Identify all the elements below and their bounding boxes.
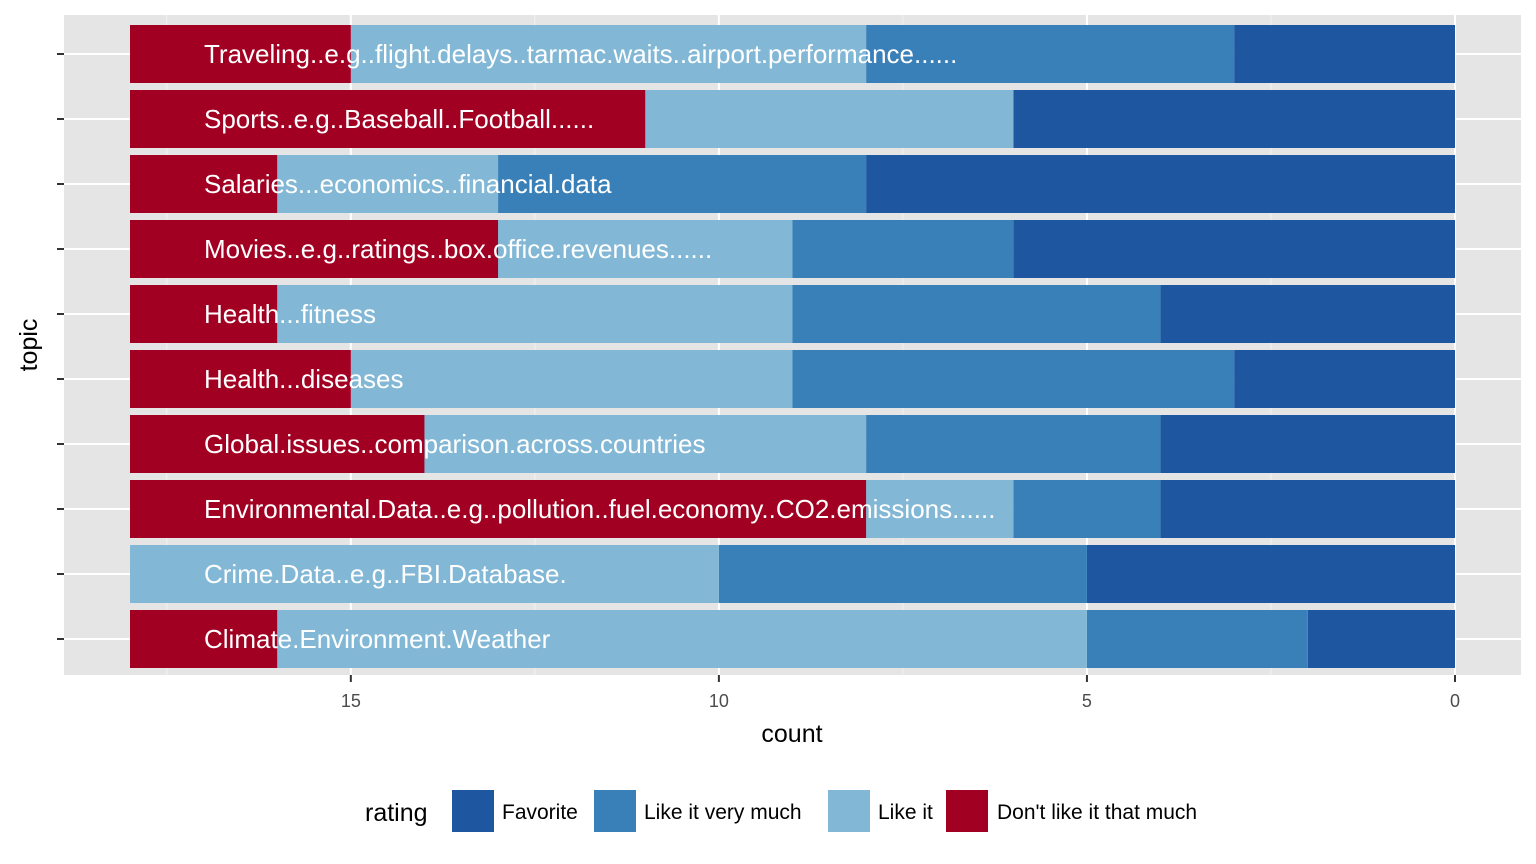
legend: rating Favorite Like it very much Like it D… (365, 790, 1197, 832)
bar-segment (1234, 350, 1455, 408)
bar-segment (130, 480, 867, 538)
bar-label: Climate.Environment.Weather (204, 624, 551, 654)
bar-segment (792, 285, 1161, 343)
bar-segment (718, 545, 1087, 603)
bar-label: Movies..e.g..ratings..box.office.revenue… (204, 234, 712, 264)
legend-label: Don't like it that much (997, 801, 1197, 824)
bar-segment (498, 155, 867, 213)
legend-swatch (594, 790, 636, 832)
legend-label: Like it (878, 801, 933, 824)
bar-segment (866, 25, 1235, 83)
x-axis-ticks: 15 10 5 0 (341, 675, 1460, 711)
bar-segment (1160, 480, 1455, 538)
bar-segment (1160, 285, 1455, 343)
bar-segment (130, 25, 351, 83)
bar-label: Traveling..e.g..flight.delays..tarmac.wa… (204, 39, 957, 69)
bar-segment (1013, 220, 1455, 278)
bar-segment (1086, 610, 1308, 668)
bar-segment (130, 90, 646, 148)
x-tick-label: 15 (341, 691, 361, 711)
y-axis-title: topic (15, 319, 43, 372)
bar-segment (1307, 610, 1455, 668)
bars (130, 25, 1455, 668)
x-tick-label: 10 (709, 691, 729, 711)
bar-segment (866, 480, 1014, 538)
bar-segment (1234, 25, 1455, 83)
bar-labels: Traveling..e.g..flight.delays..tarmac.wa… (204, 39, 995, 654)
legend-swatch (828, 790, 870, 832)
legend-swatch (946, 790, 988, 832)
bar-segment (792, 350, 1235, 408)
bar-label: Health...fitness (204, 299, 376, 329)
bar-segment (130, 415, 425, 473)
bar-segment (350, 25, 867, 83)
legend-label: Favorite (502, 801, 578, 824)
bar-segment (277, 610, 1087, 668)
bar-segment (350, 350, 793, 408)
bar-segment (792, 220, 1014, 278)
x-tick-label: 5 (1082, 691, 1092, 711)
bar-segment (1086, 545, 1455, 603)
x-axis-title: count (761, 720, 822, 748)
bar-segment (866, 155, 1455, 213)
x-tick-label: 0 (1450, 691, 1460, 711)
bar-segment (130, 285, 278, 343)
legend-title: rating (365, 799, 428, 827)
bar-segment (424, 415, 867, 473)
bar-label: Health...diseases (204, 364, 403, 394)
bar-label: Sports..e.g..Baseball..Football...... (204, 104, 594, 134)
bar-segment (498, 220, 793, 278)
y-axis-ticks (57, 53, 64, 640)
bar-segment (130, 545, 719, 603)
bar-segment (1160, 415, 1455, 473)
legend-swatch (452, 790, 494, 832)
bar-segment (866, 415, 1161, 473)
bar-segment (130, 610, 278, 668)
bar-label: Global.issues..comparison.across.countri… (204, 429, 705, 459)
bar-segment (130, 220, 499, 278)
legend-label: Like it very much (644, 801, 802, 824)
bar-segment (130, 350, 351, 408)
bar-label: Crime.Data..e.g..FBI.Database. (204, 559, 567, 589)
bar-segment (130, 155, 278, 213)
bar-segment (277, 155, 499, 213)
bar-label: Salaries...economics..financial.data (204, 169, 612, 199)
bar-segment (1013, 480, 1161, 538)
bar-label: Environmental.Data..e.g..pollution..fuel… (204, 494, 995, 524)
bar-segment (277, 285, 793, 343)
bar-segment (1013, 90, 1455, 148)
bar-segment (645, 90, 1014, 148)
